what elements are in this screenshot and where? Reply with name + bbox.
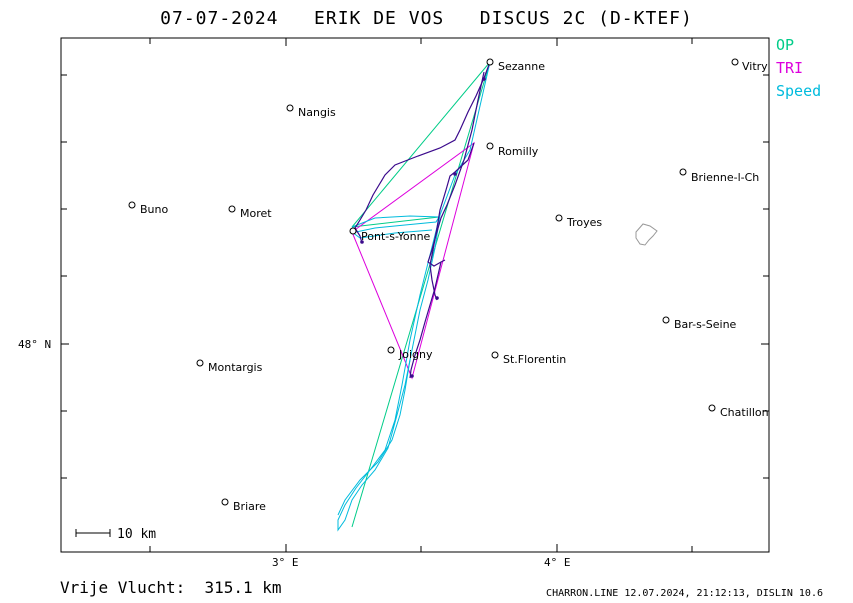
- city-dot-sezanne: [486, 58, 494, 66]
- legend: OP TRI Speed: [776, 34, 821, 103]
- city-dot-vitry: [731, 58, 739, 66]
- city-markers: [128, 58, 739, 506]
- city-dot-romilly: [486, 142, 494, 150]
- scale-label: 10 km: [117, 527, 156, 542]
- flight-distance: 315.1 km: [204, 578, 282, 597]
- turnpoint-markers: [360, 77, 486, 378]
- city-label: Buno: [140, 203, 168, 216]
- chart-title: 07-07-2024 ERIK DE VOS DISCUS 2C (D-KTEF…: [0, 8, 853, 29]
- map-frame: [60, 37, 770, 553]
- city-dot-montargis: [196, 359, 204, 367]
- city-dot-bar: [662, 316, 670, 324]
- lake-shape: [635, 223, 658, 246]
- city-dot-stflorentin: [491, 351, 499, 359]
- city-label: St.Florentin: [503, 353, 566, 366]
- city-label: Chatillon: [720, 406, 769, 419]
- city-label: Vitry: [742, 60, 768, 73]
- flight-summary: Vrije Vlucht: 315.1 km: [60, 578, 282, 597]
- city-dot-joigny: [387, 346, 395, 354]
- city-label: Romilly: [498, 145, 539, 158]
- city-dot-briare: [221, 498, 229, 506]
- pilot-name: ERIK DE VOS: [314, 8, 445, 29]
- lon-label-3e: 3° E: [272, 556, 299, 569]
- city-dot-troyes: [555, 214, 563, 222]
- left-ticks: [61, 74, 769, 479]
- flight-track: [354, 61, 491, 379]
- city-label: Brienne-l-Ch: [691, 171, 759, 184]
- legend-op: OP: [776, 36, 795, 54]
- city-label: Nangis: [298, 106, 336, 119]
- city-label: Bar-s-Seine: [674, 318, 737, 331]
- city-label: Briare: [233, 500, 266, 513]
- city-dot-moret: [228, 205, 236, 213]
- city-dot-buno: [128, 201, 136, 209]
- city-dot-pont: [349, 227, 357, 235]
- lat-label: 48° N: [18, 338, 51, 351]
- flight-date: 07-07-2024: [160, 8, 279, 29]
- flight-type: Vrije Vlucht:: [60, 578, 186, 597]
- legend-tri: TRI: [776, 59, 804, 77]
- lon-label-4e: 4° E: [544, 556, 571, 569]
- city-label: Montargis: [208, 361, 263, 374]
- bottom-ticks: [149, 38, 693, 552]
- city-dot-chatillon: [708, 404, 716, 412]
- city-label: Joigny: [398, 348, 433, 361]
- scale-bar: [75, 529, 111, 537]
- op-route: [351, 61, 491, 528]
- speed-track: [337, 61, 491, 532]
- city-label: Troyes: [566, 216, 602, 229]
- software-credit: CHARRON.LINE 12.07.2024, 21:12:13, DISLI…: [546, 588, 823, 599]
- legend-speed: Speed: [776, 82, 822, 100]
- city-dot-nangis: [286, 104, 294, 112]
- city-dot-brienne: [679, 168, 687, 176]
- city-label: Moret: [240, 207, 272, 220]
- glider-name: DISCUS 2C (D-KTEF): [479, 8, 693, 29]
- city-label: Sezanne: [498, 60, 545, 73]
- city-label: Pont-s-Yonne: [361, 230, 431, 243]
- city-labels: Sezanne Vitry Nangis Romilly Brienne-l-C…: [140, 60, 769, 513]
